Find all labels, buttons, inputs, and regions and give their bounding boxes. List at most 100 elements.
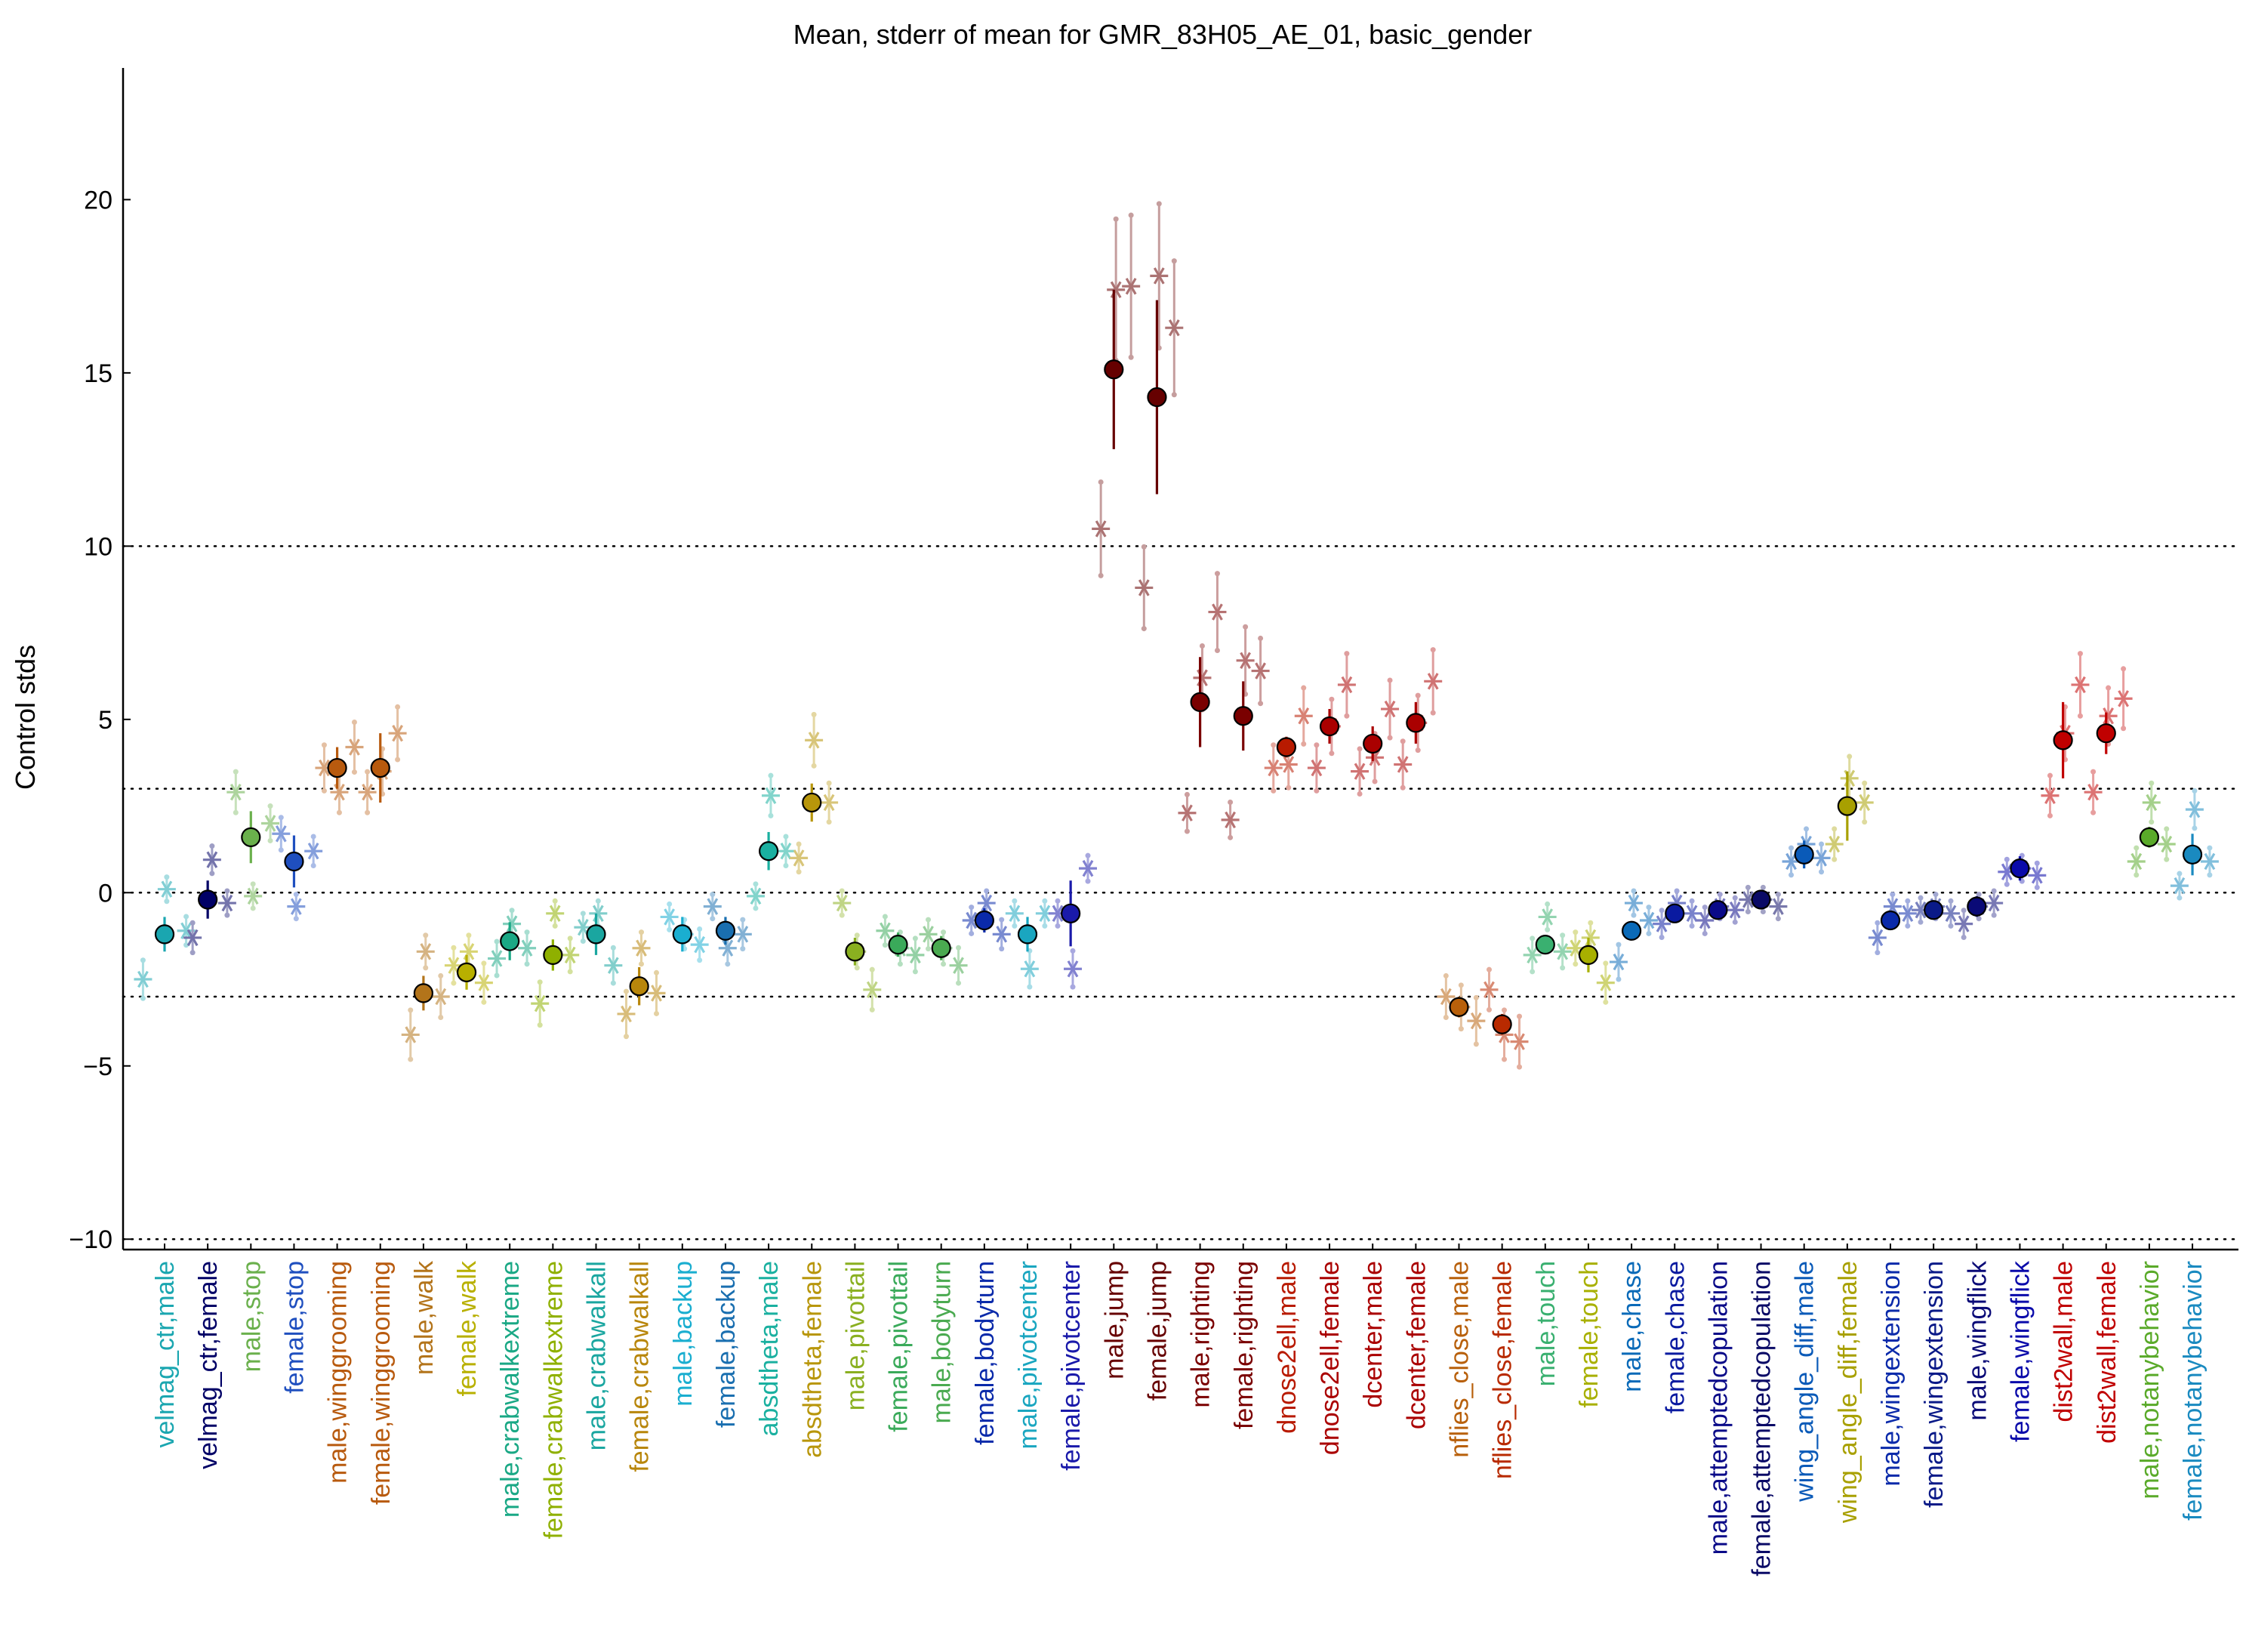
line-error-cap (639, 961, 645, 967)
line-mean-marker (304, 843, 323, 860)
line-error-cap (969, 930, 975, 936)
star-arm (1902, 905, 1914, 923)
star-arm (319, 759, 330, 777)
mean-marker (456, 962, 477, 982)
line-error-cap (451, 980, 457, 986)
x-tick-label: female,touch (1575, 1261, 1604, 1408)
line-error-cap (1301, 685, 1307, 691)
mean-marker (974, 910, 994, 931)
line-error-cap (451, 945, 457, 951)
star-arm (2189, 800, 2201, 818)
line-mean-marker (1624, 894, 1643, 912)
line-error-cap (1745, 909, 1751, 915)
line-mean-marker (1381, 700, 1400, 718)
line-error-cap (796, 841, 802, 847)
star-arm (910, 946, 921, 964)
line-mean-marker (2114, 690, 2133, 707)
line-error-cap (1271, 787, 1277, 794)
line-mean-marker (703, 898, 722, 915)
line-error-cap (1775, 892, 1781, 898)
line-error-cap (183, 914, 189, 920)
line-error-cap (1473, 1041, 1479, 1047)
line-mean-marker (1294, 707, 1313, 725)
line-mean-marker (2200, 852, 2219, 871)
x-tick-label: female,bodyturn (971, 1261, 1000, 1445)
line-error-cap (897, 961, 903, 967)
line-mean-marker (1437, 988, 1456, 1006)
line-error-cap (351, 769, 357, 775)
line-error-cap (1357, 791, 1363, 797)
mean-marker (327, 757, 347, 778)
x-tick-label: dist2wall,female (2093, 1261, 2121, 1444)
line-mean-marker (488, 950, 507, 967)
line-error-cap (1560, 965, 1566, 971)
line-error-cap (1918, 895, 1924, 901)
line-mean-marker (1769, 898, 1788, 915)
y-tick-label: 15 (84, 359, 112, 388)
line-error-cap (2004, 856, 2010, 862)
line-mean-marker (1480, 981, 1499, 998)
line-error-cap (740, 946, 746, 952)
y-tick-label: −5 (83, 1053, 112, 1081)
line-error-cap (537, 979, 543, 985)
star-arm (2001, 863, 2013, 880)
mean-marker (1363, 733, 1383, 754)
line-mean-marker (401, 1026, 420, 1043)
mean-marker (1967, 896, 1987, 917)
x-tick-label: dnose2ell,male (1273, 1261, 1302, 1434)
star-arm (2087, 784, 2099, 801)
line-error-cap (278, 815, 284, 821)
star-arm (1255, 662, 1266, 680)
line-error-cap (567, 969, 573, 975)
x-tick-label: absdtheta,male (755, 1261, 784, 1437)
star-arm (564, 946, 576, 964)
star-arm (1958, 915, 1970, 932)
line-error-cap (2192, 787, 2198, 794)
line-error-cap (1458, 1026, 1464, 1032)
star-arm (1729, 902, 1741, 919)
star-arm (1699, 911, 1711, 929)
line-error-cap (1042, 898, 1048, 904)
line-error-cap (1631, 912, 1637, 918)
line-error-cap (1184, 791, 1190, 797)
star-arm (1138, 579, 1150, 596)
star-arm (534, 994, 546, 1012)
x-tick-label: male,stop (237, 1261, 266, 1372)
line-error-cap (710, 892, 716, 898)
line-error-cap (783, 834, 789, 840)
line-mean-marker (1609, 953, 1628, 971)
line-error-cap (293, 892, 299, 898)
star-arm (636, 939, 647, 957)
mean-marker (1276, 737, 1297, 757)
line-error-cap (1560, 932, 1566, 938)
y-axis-label: Control stds (10, 645, 41, 790)
star-arm (334, 784, 345, 801)
line-error-cap (956, 980, 962, 986)
line-error-cap (1443, 1015, 1449, 1021)
line-error-cap (395, 704, 401, 710)
line-error-cap (1329, 750, 1335, 757)
y-axis-ticks: −10 −5 0 5 10 15 20 (69, 186, 131, 1254)
line-error-cap (1473, 994, 1479, 1000)
line-error-cap (509, 908, 515, 914)
star-arm (1268, 759, 1280, 777)
line-error-cap (1128, 354, 1134, 360)
line-error-cap (2192, 825, 2198, 831)
line-error-cap (999, 946, 1005, 952)
line-error-cap (1732, 895, 1738, 901)
line-mean-marker (1985, 894, 2004, 912)
line-error-cap (624, 1034, 630, 1040)
line-mean-marker (1942, 905, 1961, 923)
line-mean-marker (1639, 911, 1658, 929)
mean-marker (1924, 900, 1944, 920)
line-mean-marker (388, 724, 407, 742)
line-error-cap (140, 995, 146, 1001)
line-mean-marker (1596, 974, 1615, 991)
line-error-cap (1141, 626, 1147, 632)
line-error-cap (1961, 934, 1967, 940)
line-error-cap (1344, 651, 1350, 657)
line-error-cap (365, 769, 371, 775)
line-mean-marker (183, 929, 202, 947)
line-error-cap (189, 950, 196, 956)
star-arm (621, 1005, 632, 1023)
